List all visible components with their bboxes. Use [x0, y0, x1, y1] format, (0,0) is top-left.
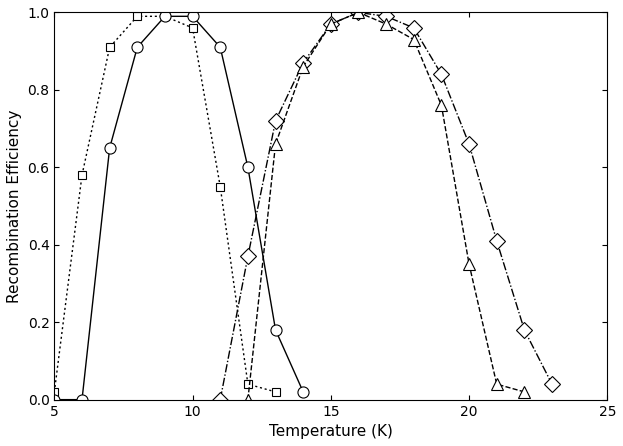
Y-axis label: Recombination Efficiency: Recombination Efficiency	[7, 109, 22, 303]
X-axis label: Temperature (K): Temperature (K)	[269, 424, 392, 439]
